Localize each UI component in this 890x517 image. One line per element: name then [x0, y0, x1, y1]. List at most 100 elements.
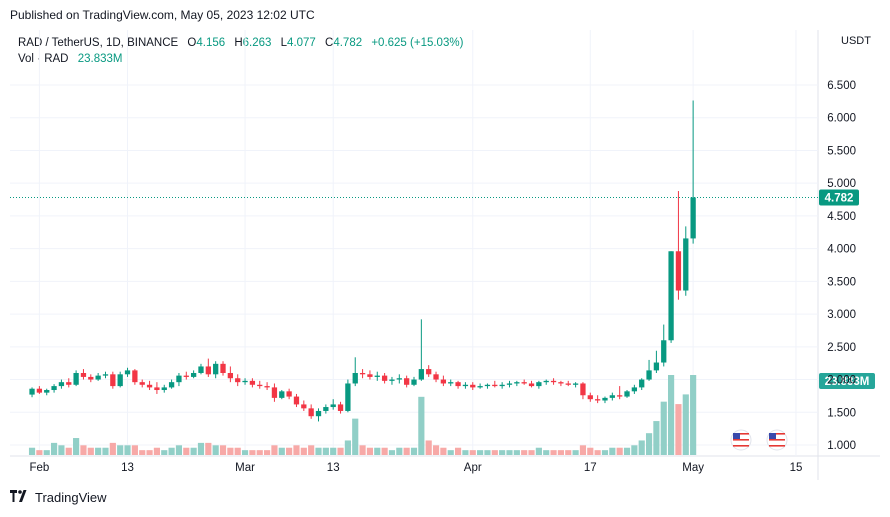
volume-bar — [146, 450, 153, 455]
candle-body — [220, 363, 226, 373]
candle-body — [484, 384, 491, 387]
candle-body — [323, 407, 329, 411]
volume-bar — [109, 442, 116, 455]
volume-bar — [381, 447, 388, 455]
volume-bar — [73, 438, 80, 455]
low-label: L — [280, 37, 288, 49]
candle-body — [367, 374, 373, 377]
volume-bar — [227, 447, 234, 455]
high-label: H — [234, 37, 243, 49]
volume-bar — [58, 445, 65, 455]
candle-body — [521, 382, 527, 384]
candle-body — [352, 373, 358, 384]
time-tick-label: 13 — [327, 462, 340, 474]
volume-bar — [499, 450, 506, 455]
candle-body — [88, 376, 94, 380]
volume-bar — [65, 447, 72, 455]
tradingview-logo-icon — [10, 490, 30, 505]
candle-body — [36, 388, 43, 393]
price-tick-label: 3.500 — [827, 276, 856, 288]
volume-bar — [205, 442, 212, 455]
volume-bar — [175, 445, 183, 455]
volume-bar — [682, 394, 689, 455]
price-axis[interactable]: USDT 1.000 1.500 2.000 2.500 3.000 3.500 4.000 4… — [827, 35, 871, 452]
volume-bar — [601, 450, 609, 455]
volume-bar — [241, 450, 249, 455]
volume-bar — [300, 447, 307, 455]
candle-body — [198, 366, 204, 373]
candle-body — [580, 383, 586, 396]
volume-bar — [616, 447, 623, 455]
candle-body — [249, 380, 256, 385]
candle-body — [550, 380, 557, 383]
candle-body — [264, 386, 270, 388]
volume-badge — [819, 373, 875, 389]
candle-body — [389, 379, 395, 381]
symbol-label[interactable]: RAD / TetherUS, 1D, BINANCE — [18, 37, 179, 49]
volume-bar — [668, 375, 675, 455]
volume-bar — [513, 450, 520, 455]
candle-body — [683, 238, 689, 291]
candle-body — [514, 382, 520, 384]
price-tick-label: 3.000 — [827, 309, 856, 321]
price-tick-label: 1.000 — [827, 440, 856, 452]
candle-body — [271, 387, 278, 398]
candle-body — [499, 384, 505, 387]
volume-bar — [528, 450, 535, 455]
candle-body — [536, 382, 542, 387]
published-header: Published on TradingView.com, May 05, 20… — [10, 8, 315, 22]
volume-bar — [432, 445, 440, 455]
candle-body — [572, 383, 579, 385]
candle-body — [44, 390, 50, 393]
candle-body — [66, 382, 72, 385]
candle-body — [359, 373, 366, 375]
candle-body — [477, 386, 483, 388]
volume-bar — [80, 445, 87, 455]
candle-body — [639, 379, 645, 388]
us-flag-event-icon[interactable] — [766, 429, 788, 451]
low-value: 4.077 — [287, 37, 316, 49]
volume-bars — [28, 375, 697, 455]
price-tick-label: 5.500 — [827, 145, 856, 157]
volume-bar — [330, 447, 337, 455]
time-axis[interactable]: Feb 13 Mar 13 Apr 17 May 15 — [29, 462, 802, 474]
candle-body — [455, 382, 461, 387]
candle-body — [653, 362, 660, 371]
time-tick-label: Apr — [464, 462, 482, 474]
candle-body — [594, 399, 601, 401]
candle-body — [345, 383, 351, 411]
volume-bar — [234, 447, 241, 455]
time-tick-label: 13 — [121, 462, 134, 474]
time-tick-label: May — [682, 462, 704, 474]
volume-bar — [43, 450, 50, 455]
us-flag-event-icon[interactable] — [730, 429, 752, 451]
volume-bar — [50, 442, 58, 455]
candle-body — [587, 395, 593, 400]
change-value: +0.625 (+15.03%) — [371, 37, 464, 49]
candle-body — [176, 375, 182, 383]
volume-bar — [161, 450, 168, 455]
volume-bar — [425, 440, 432, 455]
volume-bar — [293, 445, 300, 455]
volume-bar — [477, 450, 484, 455]
price-tick-label: 6.000 — [827, 113, 856, 125]
volume-label[interactable]: Vol · RAD — [18, 53, 69, 65]
volume-bar — [660, 401, 667, 455]
volume-bar — [366, 447, 374, 455]
volume-bar — [308, 445, 315, 455]
tradingview-brand[interactable]: TradingView — [10, 490, 107, 505]
price-tick-label: 4.500 — [827, 211, 856, 223]
candle-body — [462, 384, 469, 387]
candle-body — [205, 366, 211, 375]
volume-bar — [219, 445, 227, 455]
time-tick-label: 15 — [790, 462, 803, 474]
volume-bar — [572, 450, 579, 455]
volume-bar — [454, 447, 462, 455]
volume-bar — [403, 447, 410, 455]
volume-bar — [587, 447, 594, 455]
candle-body — [235, 378, 241, 383]
candle-body — [183, 375, 189, 377]
volume-bar — [535, 447, 542, 455]
candle-body — [213, 363, 219, 375]
